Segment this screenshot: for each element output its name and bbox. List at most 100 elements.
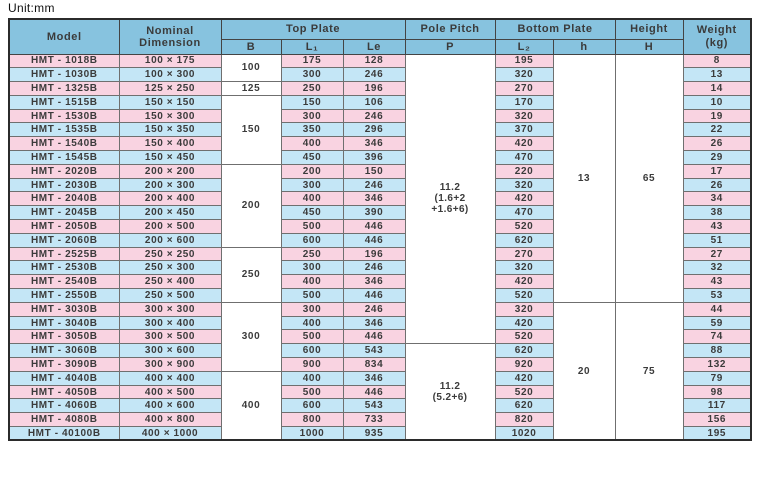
model-cell: HMT - 2540B [8, 274, 120, 290]
le-cell: 446 [342, 219, 406, 234]
l2-cell: 170 [494, 94, 554, 110]
l2-cell: 620 [494, 232, 554, 248]
header-height: Height [614, 18, 684, 40]
header-H: H [614, 38, 684, 55]
l2-cell: 320 [494, 301, 554, 317]
l1-cell: 400 [280, 315, 344, 331]
pole-pitch-line: (5.2+6) [432, 391, 468, 403]
nominal-dimension-cell: 250 × 300 [118, 260, 222, 276]
l2-cell: 420 [494, 274, 554, 290]
weight-cell: 88 [682, 343, 752, 359]
weight-cell: 14 [682, 81, 752, 96]
height-cell: 75 [614, 301, 684, 441]
weight-cell: 26 [682, 136, 752, 152]
table-row: HMT - 2530B 250 × 300 300 246 320 32 [8, 260, 752, 276]
l1-cell: 500 [280, 288, 344, 303]
l2-cell: 420 [494, 370, 554, 386]
header-nominal-dimension: Nominal Dimension [118, 18, 222, 55]
le-cell: 346 [342, 315, 406, 331]
table-row: HMT - 2040B 200 × 400 400 346 420 34 [8, 191, 752, 207]
l2-cell: 320 [494, 177, 554, 193]
l2-cell: 195 [494, 53, 554, 69]
model-cell: HMT - 1530B [8, 108, 120, 124]
l1-cell: 500 [280, 329, 344, 345]
header-b: B [220, 38, 282, 55]
le-cell: 834 [342, 357, 406, 372]
table-row: HMT - 1515B 150 × 150 150 150 106 170 10 [8, 94, 752, 165]
weight-cell: 26 [682, 177, 752, 193]
model-cell: HMT - 1545B [8, 150, 120, 165]
l2-cell: 270 [494, 246, 554, 262]
weight-cell: 13 [682, 67, 752, 83]
nominal-dimension-cell: 400 × 1000 [118, 426, 222, 441]
le-cell: 396 [342, 150, 406, 165]
l1-cell: 500 [280, 219, 344, 234]
spec-table-body: HMT - 1018B 100 × 175 100 175 128 11.2 (1.6+2 +… [8, 53, 752, 441]
table-row: HMT - 3030B 300 × 300 300 300 246 320 20 75 44 [8, 301, 752, 441]
nominal-dimension-cell: 100 × 175 [118, 53, 222, 69]
b-cell: 200 [220, 163, 282, 248]
model-cell: HMT - 4050B [8, 384, 120, 400]
weight-cell: 27 [682, 246, 752, 262]
table-row: HMT - 2045B 200 × 450 450 390 470 38 [8, 205, 752, 221]
table-row: HMT - 2540B 250 × 400 400 346 420 43 [8, 274, 752, 290]
weight-cell: 29 [682, 150, 752, 165]
l2-cell: 320 [494, 260, 554, 276]
model-cell: HMT - 40100B [8, 426, 120, 441]
l2-cell: 470 [494, 205, 554, 221]
b-cell: 400 [220, 370, 282, 441]
nominal-dimension-cell: 150 × 300 [118, 108, 222, 124]
l1-cell: 900 [280, 357, 344, 372]
table-row: HMT - 3090B 300 × 900 900 834 920 132 [8, 357, 752, 372]
model-cell: HMT - 2530B [8, 260, 120, 276]
weight-cell: 17 [682, 163, 752, 179]
l1-cell: 400 [280, 274, 344, 290]
header-weight-unit: (kg) [705, 36, 729, 49]
le-cell: 446 [342, 329, 406, 345]
le-cell: 446 [342, 288, 406, 303]
l2-cell: 520 [494, 219, 554, 234]
table-row: HMT - 4080B 400 × 800 800 733 820 156 [8, 412, 752, 428]
model-cell: HMT - 1030B [8, 67, 120, 83]
table-row: HMT - 1325B 125 × 250 125 250 196 270 14 [8, 81, 752, 96]
nominal-dimension-cell: 250 × 400 [118, 274, 222, 290]
table-row: HMT - 4040B 400 × 400 400 400 346 420 79 [8, 370, 752, 441]
nominal-dimension-cell: 150 × 150 [118, 94, 222, 110]
header-weight: Weight (kg) [682, 18, 752, 55]
b-cell: 150 [220, 94, 282, 165]
header-l2: L₂ [494, 38, 554, 55]
model-cell: HMT - 3030B [8, 301, 120, 317]
le-cell: 346 [342, 191, 406, 207]
l1-cell: 800 [280, 412, 344, 428]
weight-cell: 117 [682, 398, 752, 414]
l1-cell: 300 [280, 108, 344, 124]
l2-cell: 420 [494, 136, 554, 152]
l1-cell: 200 [280, 163, 344, 179]
model-cell: HMT - 1540B [8, 136, 120, 152]
le-cell: 246 [342, 67, 406, 83]
b-cell: 250 [220, 246, 282, 303]
table-row: HMT - 2550B 250 × 500 500 446 520 53 [8, 288, 752, 303]
weight-cell: 43 [682, 274, 752, 290]
unit-label: Unit:mm [8, 1, 55, 15]
le-cell: 150 [342, 163, 406, 179]
le-cell: 543 [342, 398, 406, 414]
model-cell: HMT - 1515B [8, 94, 120, 110]
l2-cell: 820 [494, 412, 554, 428]
l2-cell: 520 [494, 384, 554, 400]
model-cell: HMT - 2525B [8, 246, 120, 262]
l1-cell: 400 [280, 370, 344, 386]
nominal-dimension-cell: 200 × 500 [118, 219, 222, 234]
b-cell: 100 [220, 53, 282, 83]
le-cell: 390 [342, 205, 406, 221]
model-cell: HMT - 2060B [8, 232, 120, 248]
l1-cell: 300 [280, 260, 344, 276]
model-cell: HMT - 3050B [8, 329, 120, 345]
nominal-dimension-cell: 300 × 900 [118, 357, 222, 372]
le-cell: 446 [342, 384, 406, 400]
table-row: HMT - 1018B 100 × 175 100 175 128 11.2 (1.6+2 +… [8, 53, 752, 345]
model-cell: HMT - 2030B [8, 177, 120, 193]
l2-cell: 370 [494, 122, 554, 138]
weight-cell: 79 [682, 370, 752, 386]
le-cell: 246 [342, 260, 406, 276]
